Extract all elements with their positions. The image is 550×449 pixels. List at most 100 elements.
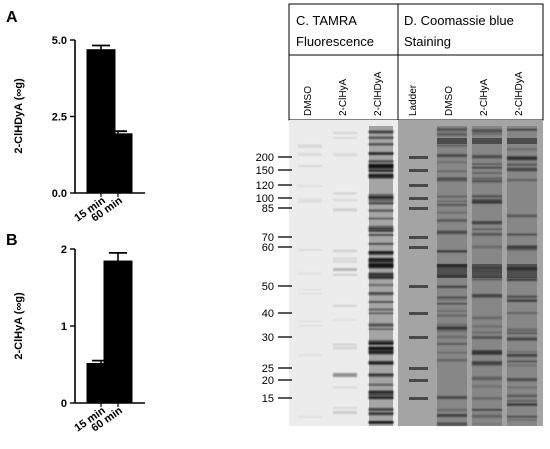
gel-band [507, 138, 537, 144]
mw-marker-label: 15 [262, 393, 274, 405]
gel-band [368, 230, 394, 232]
chart-a-ytick-label: 5.0 [52, 35, 67, 47]
mw-marker-label: 50 [262, 281, 274, 293]
gel-band [437, 314, 467, 317]
gel-band [368, 373, 394, 376]
gel-band [507, 328, 537, 332]
ladder-band [409, 169, 428, 172]
gel-band [507, 394, 537, 398]
gel-band [368, 396, 394, 400]
ladder-band [409, 197, 428, 200]
gel-band [368, 394, 394, 396]
gel-band [437, 155, 467, 158]
gel-band [368, 196, 394, 200]
gel-band [507, 400, 537, 402]
gel-band [368, 373, 394, 378]
gel-band [507, 167, 537, 171]
gel-band [437, 352, 467, 354]
gel-band [472, 294, 502, 298]
gel-band [507, 416, 537, 418]
tamra-lane-dmso [298, 144, 322, 418]
gel-band [333, 132, 357, 134]
gel-band [368, 393, 394, 395]
gel-band [437, 309, 467, 313]
gel-band [333, 304, 357, 307]
gel-band [437, 200, 467, 202]
gel-band [333, 373, 357, 377]
gel-band [333, 192, 357, 195]
gel-band [437, 219, 467, 223]
gel-band [333, 153, 357, 157]
gel-band [507, 353, 537, 357]
gel-band [333, 410, 357, 415]
gel-band [368, 202, 394, 205]
gel-band [298, 324, 322, 327]
chart-b-ytick-label: 1 [61, 321, 67, 333]
coomassie-lane-clhya [472, 129, 502, 425]
gel-band [368, 168, 394, 170]
gel-band [507, 233, 537, 236]
gel-band [368, 225, 394, 227]
gel-band [437, 335, 467, 339]
gel-band [368, 251, 394, 255]
ladder-band [409, 336, 428, 339]
gel-band [298, 152, 322, 156]
gel-band [437, 342, 467, 345]
gel-band [437, 170, 467, 172]
gel-band [437, 203, 467, 207]
gel-band [368, 175, 394, 179]
panel-b-label: B [6, 232, 18, 249]
gel-band [298, 415, 322, 418]
gel-band [368, 308, 394, 311]
gel-band [437, 161, 467, 164]
gel-band [437, 138, 467, 144]
gel-band [507, 364, 537, 367]
gel-band [298, 198, 322, 201]
gel-band [437, 408, 467, 412]
gel-band [472, 195, 502, 198]
gel-band [368, 164, 394, 167]
ladder-band [409, 156, 428, 159]
gel-band [298, 165, 322, 168]
gel-band [472, 133, 502, 135]
gel-band [472, 336, 502, 339]
gel-band [507, 264, 537, 278]
chart-b-ylabel: 2-ClHyA (∞g) [13, 292, 25, 360]
chart-a-ytick-label: 0.0 [52, 188, 67, 200]
gel-band [333, 136, 357, 139]
gel-band [507, 415, 537, 418]
coomassie-header-line1: D. Coomassie blue [404, 13, 514, 28]
gel-band [472, 361, 502, 365]
gel-band [437, 250, 467, 253]
gel-band [507, 337, 537, 341]
gel-band [298, 288, 322, 291]
ladder-band [409, 285, 428, 288]
mw-marker-label: 20 [262, 375, 274, 387]
gel-band [472, 245, 502, 249]
gel-band [333, 260, 357, 263]
gel-band [507, 214, 537, 218]
gel-band [333, 273, 357, 276]
chart-a-ylabel: 2-ClHDyA (∞g) [13, 78, 25, 154]
chart-a-ytick-label: 2.5 [52, 112, 67, 124]
gel-band [368, 259, 394, 263]
lane-label-dmso-coomassie: DMSO [444, 86, 455, 116]
gel-band [472, 385, 502, 388]
mw-marker-label: 120 [256, 180, 274, 192]
lane-label-ladder: Ladder [408, 84, 419, 116]
gel-band [507, 378, 537, 382]
gel-band [507, 245, 537, 248]
gel-band [437, 285, 467, 288]
gel-figure: C. TAMRA Fluorescence D. Coomassie blue … [256, 3, 544, 426]
gel-band [437, 396, 467, 399]
gel-band [472, 233, 502, 236]
ladder-band [409, 207, 428, 210]
lane-label-clhya-coomassie: 2-ClHyA [479, 78, 490, 116]
gel-band [472, 414, 502, 418]
gel-band [472, 228, 502, 230]
ladder-band [409, 379, 428, 382]
